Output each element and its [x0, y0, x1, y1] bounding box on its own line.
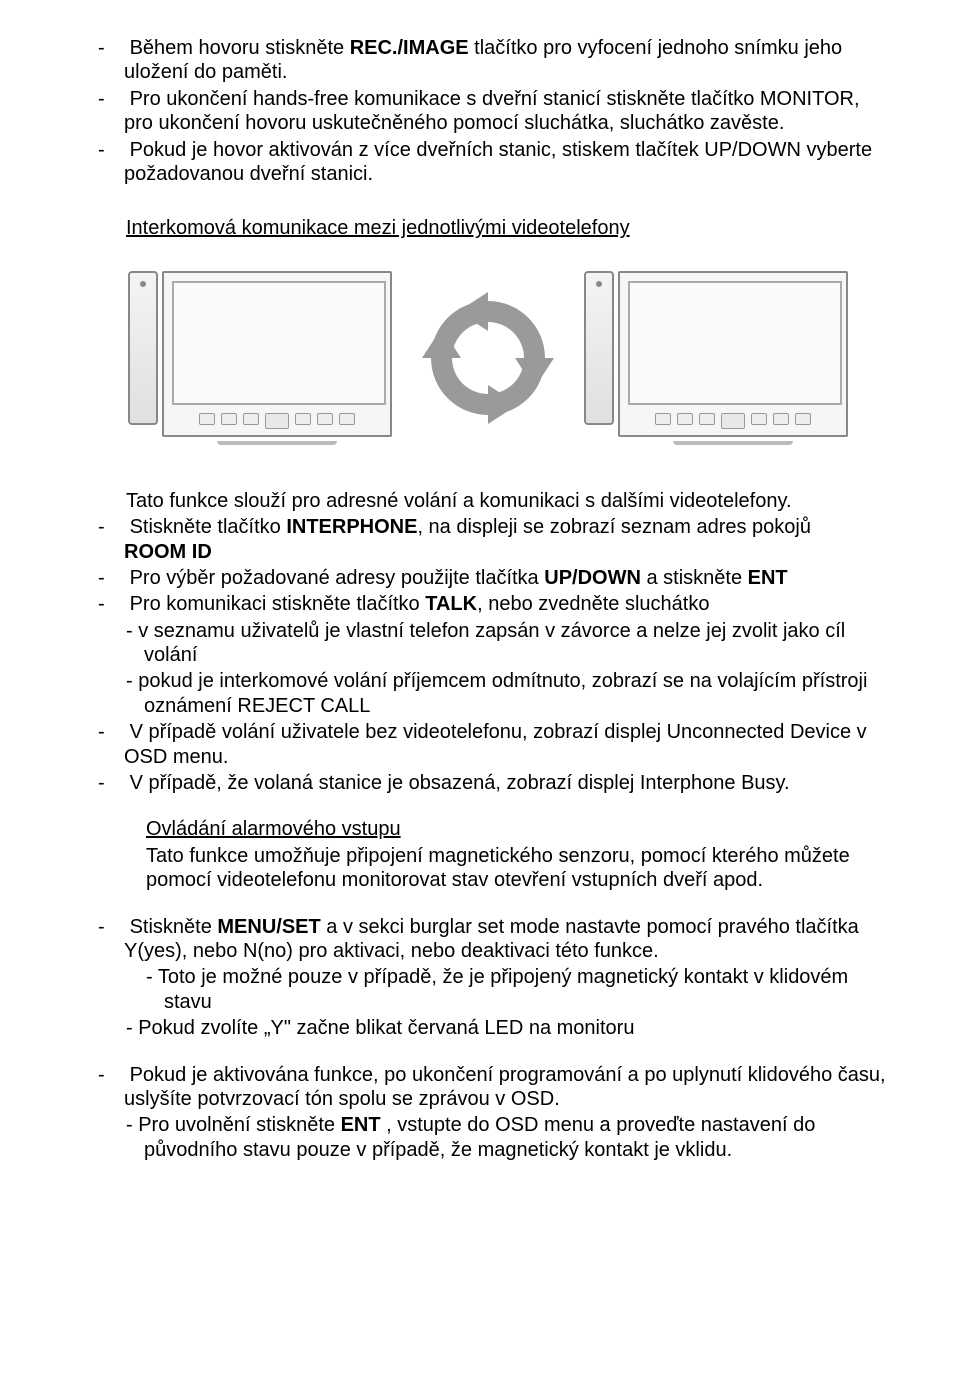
bullet-interphone: Stiskněte tlačítko INTERPHONE, na disple…: [72, 515, 888, 564]
text-bold: ROOM ID: [124, 541, 212, 563]
text: Pro výběr požadované adresy použijte tla…: [130, 567, 545, 589]
sub-magnetic-idle: - Toto je možné pouze v případě, že je p…: [72, 965, 888, 1014]
text: Pokud je hovor aktivován z více dveřních…: [124, 139, 872, 185]
videophone-right: [584, 271, 848, 445]
text: Během hovoru stiskněte: [130, 37, 350, 59]
sub-release-ent: - Pro uvolnění stiskněte ENT , vstupte d…: [72, 1113, 888, 1162]
text-bold: TALK: [425, 593, 477, 615]
videophone-left: [128, 271, 392, 445]
text: , nebo zvedněte sluchátko: [477, 593, 709, 615]
bullet-select-address: Pro výběr požadované adresy použijte tla…: [72, 566, 888, 590]
text-bold: ENT: [748, 567, 788, 589]
text: - Pro uvolnění stiskněte: [126, 1114, 341, 1136]
text-bold: INTERPHONE: [286, 516, 417, 538]
monitor-icon: [162, 271, 392, 437]
text: Stiskněte: [130, 916, 218, 938]
bullet-updown: Pokud je hovor aktivován z více dveřních…: [72, 138, 888, 187]
sub-own-phone: - v seznamu uživatelů je vlastní telefon…: [72, 619, 888, 668]
text: a stiskněte: [641, 567, 748, 589]
text: V případě, že volaná stanice je obsazená…: [130, 772, 790, 794]
monitor-icon: [618, 271, 848, 437]
sub-reject-call: - pokud je interkomové volání příjemcem …: [72, 669, 888, 718]
text: Pokud je aktivována funkce, po ukončení …: [124, 1064, 886, 1110]
text-bold: MENU/SET: [217, 916, 320, 938]
section-title-intercom: Interkomová komunikace mezi jednotlivými…: [72, 216, 888, 240]
sync-arrows-icon: [413, 283, 563, 433]
intercom-intro: Tato funkce slouží pro adresné volání a …: [72, 489, 888, 513]
text-bold: REC./IMAGE: [350, 37, 469, 59]
bullet-monitor: Pro ukončení hands-free komunikace s dve…: [72, 87, 888, 136]
intercom-diagram: [72, 251, 888, 489]
bullet-rec-image: Během hovoru stiskněte REC./IMAGE tlačít…: [72, 36, 888, 85]
text: Pro komunikaci stiskněte tlačítko: [130, 593, 426, 615]
bullet-unconnected: V případě volání uživatele bez videotele…: [72, 720, 888, 769]
handset-icon: [584, 271, 614, 425]
text-bold: UP/DOWN: [544, 567, 641, 589]
alarm-intro: Tato funkce umožňuje připojení magnetick…: [72, 844, 888, 893]
text: , na displeji se zobrazí seznam adres po…: [417, 516, 811, 538]
handset-icon: [128, 271, 158, 425]
sub-red-led: - Pokud zvolíte „Y" začne blikat červaná…: [72, 1016, 888, 1040]
section-title-alarm: Ovládání alarmového vstupu: [72, 817, 888, 841]
bullet-menuset: Stiskněte MENU/SET a v sekci burglar set…: [72, 915, 888, 964]
text-bold: ENT: [341, 1114, 381, 1136]
bullet-activated: Pokud je aktivována funkce, po ukončení …: [72, 1063, 888, 1112]
bullet-busy: V případě, že volaná stanice je obsazená…: [72, 771, 888, 795]
bullet-talk: Pro komunikaci stiskněte tlačítko TALK, …: [72, 592, 888, 616]
text: V případě volání uživatele bez videotele…: [124, 721, 867, 767]
text: Stiskněte tlačítko: [130, 516, 287, 538]
text: Pro ukončení hands-free komunikace s dve…: [124, 88, 860, 134]
